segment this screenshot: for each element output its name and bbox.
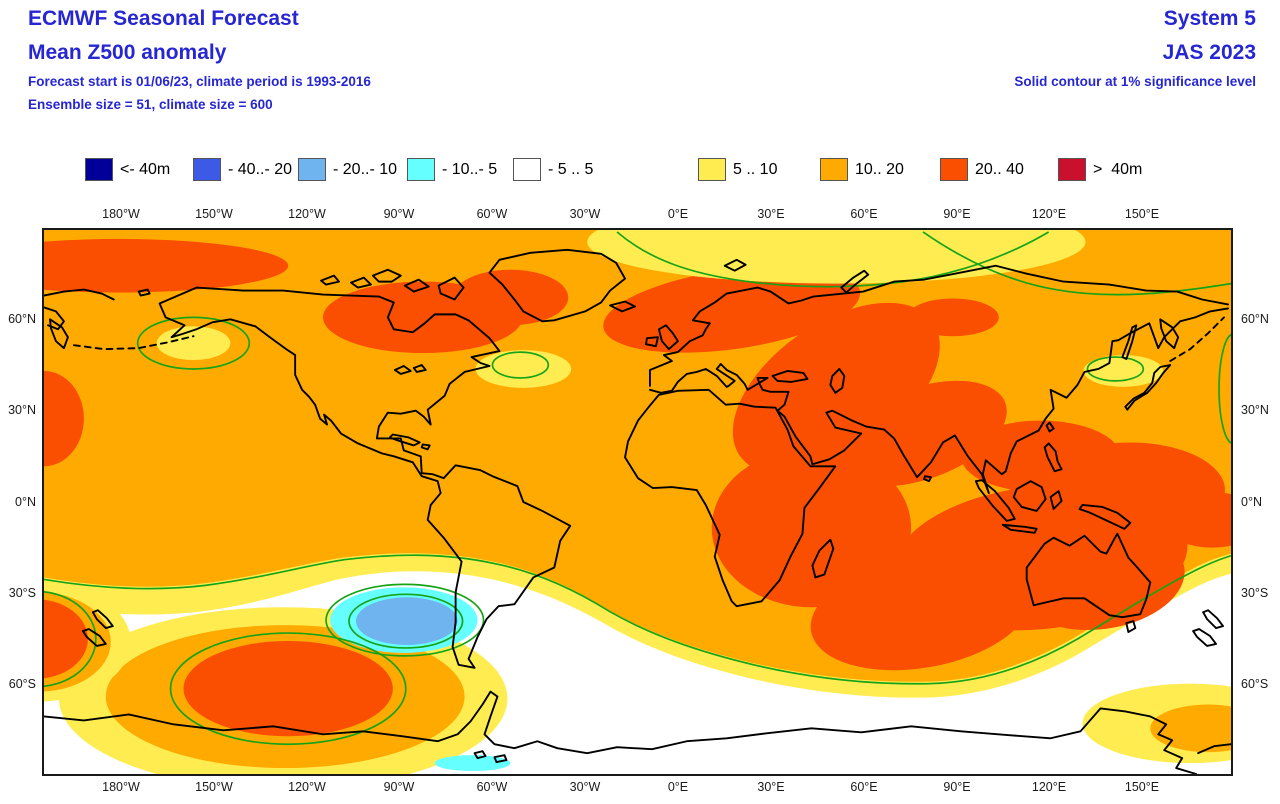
header-right: System 5 JAS 2023 Solid contour at 1% si… — [1014, 8, 1256, 98]
lon-tick: 180°W — [102, 207, 140, 221]
lon-tick: 0°E — [667, 780, 689, 794]
legend-label: 10.. 20 — [855, 160, 904, 178]
world-map-canvas — [44, 230, 1231, 774]
lon-tick: 90°W — [383, 780, 415, 794]
legend-label: > 40m — [1093, 160, 1143, 178]
page-subtitle: Mean Z500 anomaly — [28, 41, 227, 64]
legend-label: <- 40m — [120, 160, 171, 178]
legend-item: 20.. 40 — [940, 158, 1024, 181]
lat-tick: 30°S — [1241, 586, 1269, 601]
lon-tick: 60°E — [850, 207, 878, 221]
color-legend: <- 40m - 40..- 20 - 20..- 10 - 10..- 5 - 5 .… — [0, 158, 1280, 188]
lat-tick: 0°N — [15, 494, 36, 509]
lon-tick: 30°E — [757, 780, 785, 794]
legend-item: > 40m — [1058, 158, 1142, 181]
legend-item: 5 .. 10 — [698, 158, 777, 181]
season-label: JAS 2023 — [1162, 41, 1256, 64]
lon-tick: 30°E — [757, 207, 785, 221]
legend-swatch — [820, 158, 848, 181]
legend-label: - 40..- 20 — [228, 160, 293, 178]
lon-tick: 150°W — [195, 780, 233, 794]
legend-swatch — [698, 158, 726, 181]
legend-item: - 20..- 10 — [298, 158, 397, 181]
lon-tick: 90°E — [943, 780, 971, 794]
lat-ticks-right: 60°N 30°N 0°N 30°S 60°S — [1237, 228, 1275, 776]
lon-tick: 150°E — [1124, 207, 1160, 221]
legend-label: - 10..- 5 — [442, 160, 498, 178]
lon-tick: 120°E — [1031, 207, 1067, 221]
lon-tick: 120°W — [288, 207, 326, 221]
lon-tick: 150°W — [195, 207, 233, 221]
lon-tick: 60°E — [850, 780, 878, 794]
lon-tick: 150°E — [1124, 780, 1160, 794]
legend-swatch — [513, 158, 541, 181]
anomaly-fill-layer — [44, 230, 1231, 774]
significance-note: Solid contour at 1% significance level — [1014, 74, 1256, 89]
forecast-info-line2: Ensemble size = 51, climate size = 600 — [28, 96, 273, 112]
lon-tick: 60°W — [476, 207, 508, 221]
legend-swatch — [940, 158, 968, 181]
system-label: System 5 — [1163, 7, 1256, 30]
lat-tick: 60°N — [8, 312, 36, 327]
legend-swatch — [193, 158, 221, 181]
lat-tick: 30°S — [8, 586, 36, 601]
lat-tick: 30°N — [8, 402, 36, 417]
legend-label: 5 .. 10 — [733, 160, 778, 178]
map-panel: 180°W 150°W 120°W 90°W 60°W 30°W 0°E 30°E 60°E 90… — [8, 207, 1269, 794]
significance-contour-layer — [44, 231, 1231, 746]
legend-swatch — [1058, 158, 1086, 181]
lon-tick: 0°E — [667, 207, 689, 221]
legend-label: - 5 .. 5 — [548, 160, 594, 178]
lon-tick: 30°W — [569, 207, 601, 221]
legend-swatch — [298, 158, 326, 181]
lon-tick: 90°E — [943, 207, 971, 221]
lat-tick: 30°N — [1241, 402, 1269, 417]
map-frame — [42, 228, 1233, 776]
lon-tick: 180°W — [102, 780, 140, 794]
legend-label: 20.. 40 — [975, 160, 1024, 178]
page-title: ECMWF Seasonal Forecast — [28, 7, 299, 30]
lon-tick: 90°W — [383, 207, 415, 221]
lon-tick: 60°W — [476, 780, 508, 794]
lon-tick: 30°W — [569, 780, 601, 794]
lon-ticks-top: 180°W 150°W 120°W 90°W 60°W 30°W 0°E 30°E 60°E 90… — [42, 207, 1233, 223]
legend-swatch — [407, 158, 435, 181]
lat-tick: 60°N — [1241, 312, 1269, 327]
legend-item: <- 40m — [85, 158, 170, 181]
lat-tick: 0°N — [1241, 494, 1262, 509]
coastline-layer — [44, 248, 1231, 774]
header-left: ECMWF Seasonal Forecast Mean Z500 anomal… — [28, 8, 371, 120]
lon-ticks-bottom: 180°W 150°W 120°W 90°W 60°W 30°W 0°E 30°E 60°E 90… — [42, 780, 1233, 796]
lat-ticks-left: 60°N 30°N 0°N 30°S 60°S — [0, 228, 38, 776]
legend-item: - 5 .. 5 — [513, 158, 593, 181]
lat-tick: 60°S — [8, 676, 36, 691]
legend-item: 10.. 20 — [820, 158, 904, 181]
lon-tick: 120°W — [288, 780, 326, 794]
legend-label: - 20..- 10 — [333, 160, 398, 178]
lat-tick: 60°S — [1241, 676, 1269, 691]
legend-item: - 10..- 5 — [407, 158, 497, 181]
legend-item: - 40..- 20 — [193, 158, 292, 181]
lon-tick: 120°E — [1031, 780, 1067, 794]
forecast-info-line1: Forecast start is 01/06/23, climate peri… — [28, 74, 371, 89]
legend-swatch — [85, 158, 113, 181]
